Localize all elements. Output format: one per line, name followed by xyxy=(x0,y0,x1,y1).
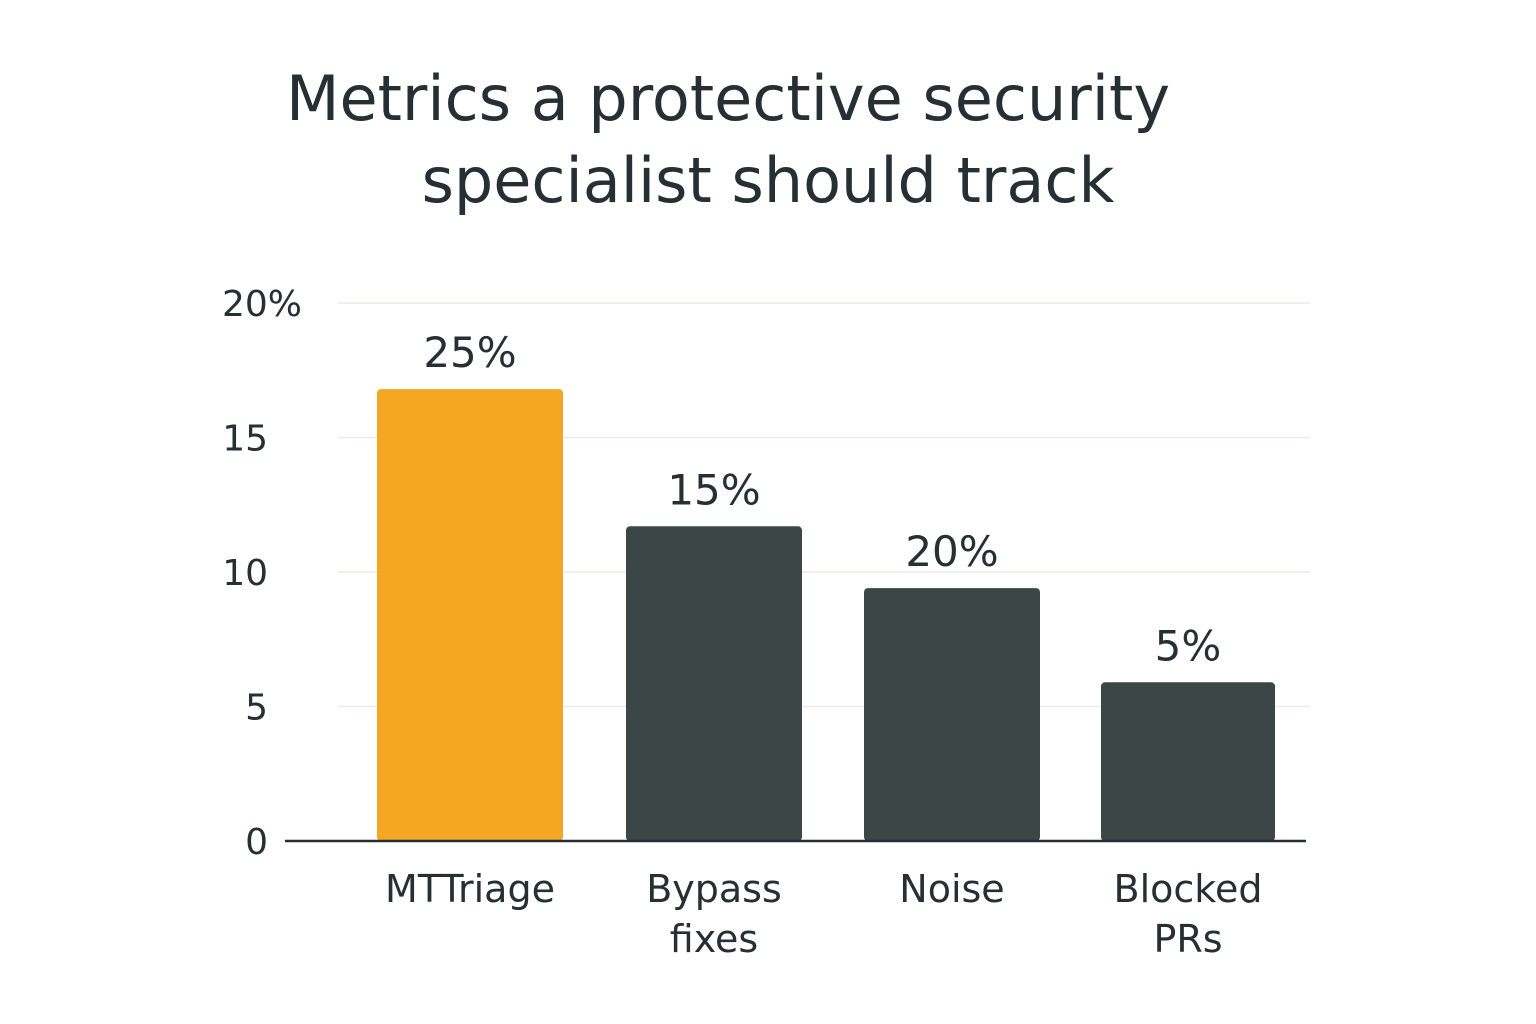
bars xyxy=(377,389,1275,841)
data-label: 20% xyxy=(905,527,998,576)
x-tick-label: Blocked PRs xyxy=(1114,867,1263,961)
chart-title-line-1: Metrics a protective security xyxy=(285,62,1171,135)
bar xyxy=(377,389,563,841)
x-tick-label: MTTriage xyxy=(385,867,555,911)
bar xyxy=(864,588,1040,841)
y-axis-ticks: 0 5 10 15 20% xyxy=(222,284,302,863)
y-tick-label: 15 xyxy=(222,419,268,460)
data-label: 5% xyxy=(1155,621,1222,670)
x-tick-label: Bypass fixes xyxy=(646,867,782,961)
x-axis-labels: MTTriage Bypass fixes Noise Blocked PRs xyxy=(385,867,1262,961)
chart-title: Metrics a protective security specialist… xyxy=(0,58,1536,222)
data-label: 25% xyxy=(423,328,516,377)
y-tick-label: 10 xyxy=(222,553,268,594)
y-tick-label: 20% xyxy=(222,284,302,325)
data-labels: 25% 15% 20% 5% xyxy=(423,328,1221,670)
bar xyxy=(626,526,802,841)
chart-title-line-2: specialist should track xyxy=(421,144,1115,217)
x-tick-label: Noise xyxy=(899,867,1004,911)
data-label: 15% xyxy=(667,465,760,514)
bar xyxy=(1101,682,1275,841)
y-tick-label: 0 xyxy=(245,822,268,863)
y-tick-label: 5 xyxy=(245,688,268,729)
